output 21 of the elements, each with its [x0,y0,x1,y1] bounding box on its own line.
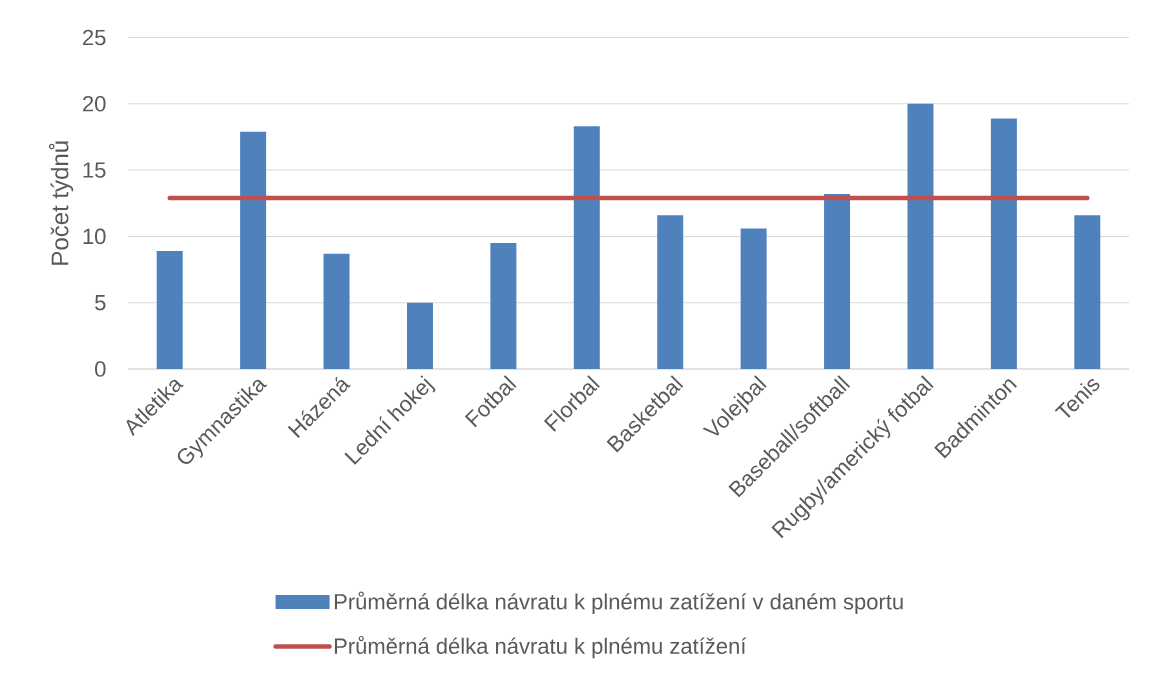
y-axis-title: Počet týdnů [48,141,74,265]
y-tick-label: 0 [95,361,106,377]
legend-label: Průměrná délka návratu k plnému zatížení v daném sportu [334,591,903,614]
bar [156,250,183,369]
bar [824,193,851,369]
bar [657,215,684,369]
y-tick-label: 25 [83,29,106,46]
bar [907,103,934,369]
bar [990,118,1017,369]
bar [740,228,767,369]
bar [573,126,600,369]
bar [406,302,433,369]
bar [1074,215,1101,369]
bar [490,243,517,369]
legend-label: Průměrná délka návratu k plnému zatížení [334,635,747,659]
y-tick-label: 15 [83,162,106,178]
bar [323,253,350,369]
y-tick-label: 10 [83,228,106,245]
y-tick-label: 5 [95,295,106,311]
y-tick-label: 20 [83,96,106,112]
bar [240,131,267,369]
